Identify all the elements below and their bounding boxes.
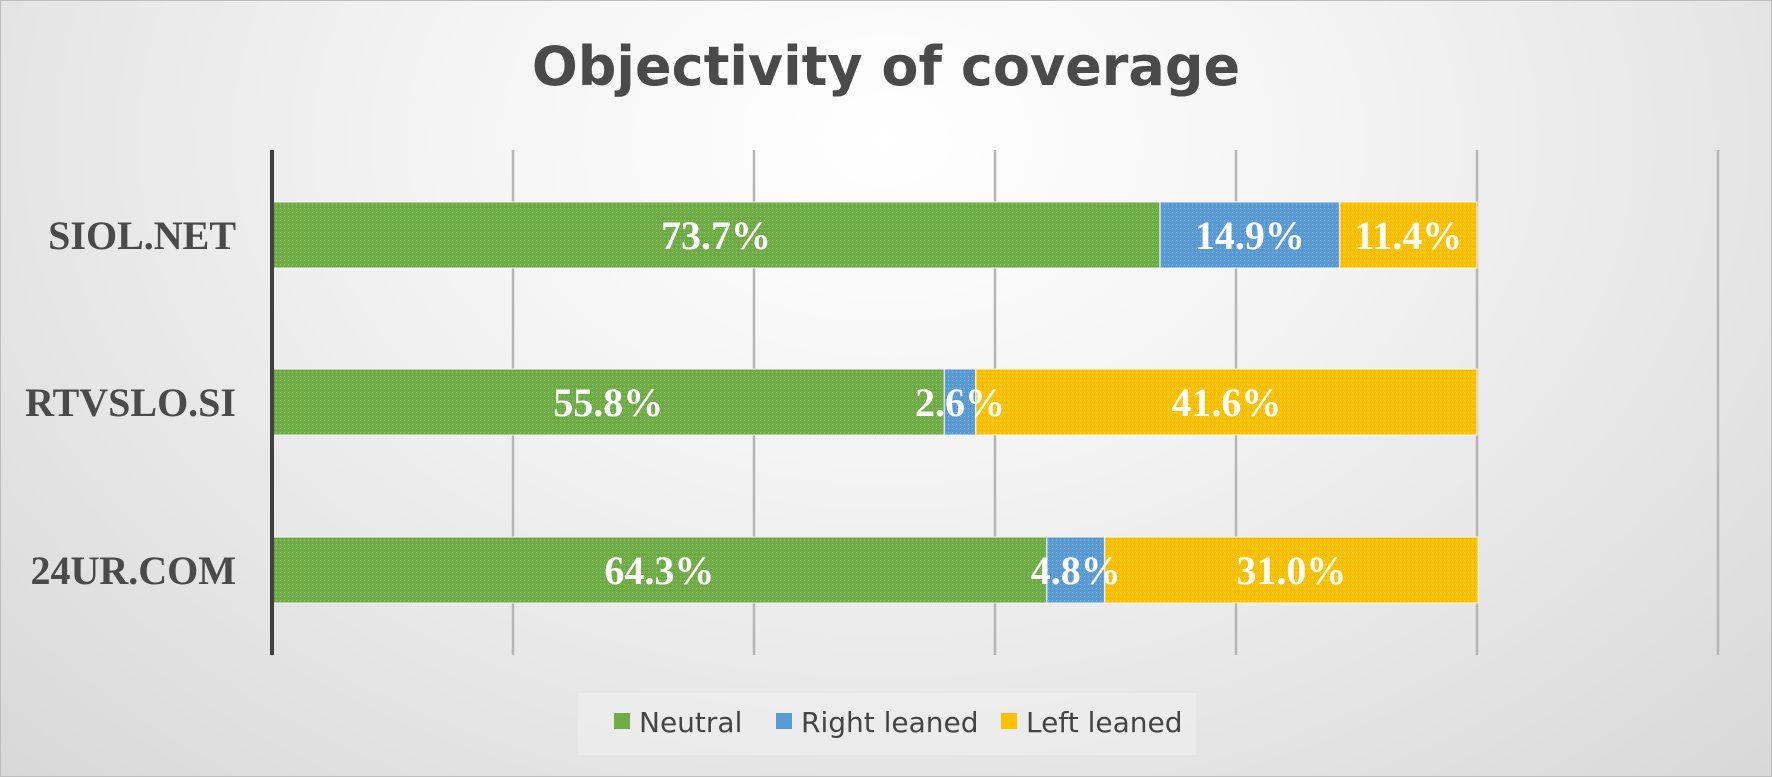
legend-label-right-leaned: Right leaned [801,706,979,739]
data-label-siol-net-right-leaned: 14.9% [1195,213,1305,258]
data-label-rtvslo-si-neutral: 55.8% [553,380,663,425]
bars [271,201,1479,604]
legend-swatch-right-leaned [776,713,792,729]
bar-texture-24ur-com-left-leaned [1103,536,1479,604]
bar-texture-rtvslo-si-right-leaned [943,368,977,436]
data-label-rtvslo-si-left-leaned: 41.6% [1171,380,1281,425]
category-label-24ur-com: 24UR.COM [30,548,236,593]
data-label-siol-net-left-leaned: 11.4% [1354,213,1462,258]
legend: Neutral Right leaned Left leaned [578,693,1196,755]
bar-texture-siol-net-right-leaned [1159,201,1341,269]
data-label-24ur-com-right-leaned: 4.8% [1031,548,1121,593]
data-label-rtvslo-si-right-leaned: 2.6% [915,380,1005,425]
bar-texture-24ur-com-neutral [271,536,1048,604]
legend-swatch-left-leaned [1001,713,1017,729]
legend-background [578,693,1196,755]
category-labels: SIOL.NET RTVSLO.SI 24UR.COM [25,213,236,593]
category-label-siol-net: SIOL.NET [48,213,236,258]
chart-title: Objectivity of coverage [532,35,1240,98]
data-label-24ur-com-neutral: 64.3% [604,548,714,593]
legend-label-left-leaned: Left leaned [1026,706,1183,739]
bar-texture-24ur-com-right-leaned [1046,536,1106,604]
bar-texture-rtvslo-si-left-leaned [974,368,1478,436]
legend-label-neutral: Neutral [639,706,742,739]
data-label-siol-net-neutral: 73.7% [661,213,771,258]
category-label-rtvslo-si: RTVSLO.SI [25,380,236,425]
data-labels: 73.7% 14.9% 11.4% 55.8% 2.6% 41.6% 64.3% 4.8% 31… [553,213,1462,593]
data-label-24ur-com-left-leaned: 31.0% [1236,548,1346,593]
bar-texture-rtvslo-si-neutral [271,368,946,436]
bar-texture-siol-net-left-leaned [1338,201,1478,269]
legend-swatch-neutral [614,713,630,729]
